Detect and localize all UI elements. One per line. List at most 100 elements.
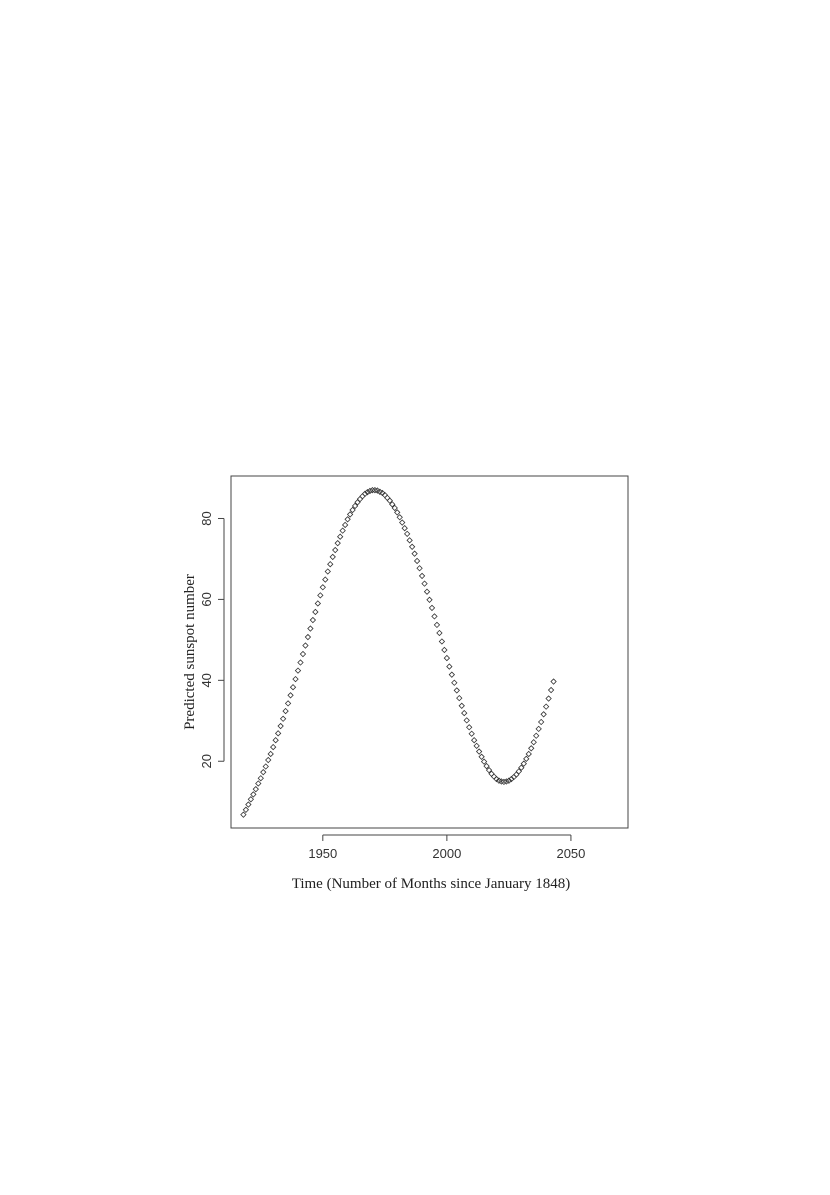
data-point	[297, 659, 304, 666]
y-tick-label: 60	[199, 592, 214, 606]
data-point	[349, 506, 356, 514]
data-point	[446, 663, 453, 670]
data-point	[242, 806, 250, 813]
data-point	[364, 489, 371, 496]
data-point	[458, 702, 465, 709]
data-point	[252, 785, 259, 793]
data-point	[426, 596, 433, 603]
data-point	[309, 616, 317, 624]
data-point	[287, 692, 294, 699]
data-point	[337, 533, 344, 540]
data-point	[463, 717, 470, 724]
data-point	[416, 565, 423, 572]
data-point	[547, 686, 555, 694]
data-point	[284, 700, 292, 707]
data-point	[528, 745, 535, 752]
y-tick-label: 80	[199, 511, 214, 525]
data-point	[523, 755, 530, 762]
data-point	[361, 490, 369, 497]
data-point	[461, 709, 468, 717]
data-point	[520, 760, 527, 767]
data-point	[411, 550, 418, 557]
data-point	[247, 796, 255, 803]
data-point	[334, 539, 341, 547]
data-point	[366, 487, 374, 495]
data-point	[518, 764, 525, 771]
data-point	[396, 514, 403, 521]
data-point	[399, 519, 406, 526]
x-tick-label: 2050	[556, 846, 585, 861]
data-point	[408, 543, 416, 550]
data-points	[240, 486, 557, 818]
data-point	[302, 642, 309, 649]
data-point	[451, 679, 458, 686]
data-point	[240, 811, 247, 818]
data-point	[505, 777, 513, 784]
data-point	[470, 737, 478, 744]
data-point	[292, 675, 299, 683]
data-point	[272, 737, 279, 744]
data-point	[530, 739, 537, 746]
data-point	[533, 732, 540, 739]
y-axis: 20 40 60 80	[199, 511, 225, 768]
data-point	[322, 576, 329, 583]
data-point	[294, 667, 302, 674]
data-point	[279, 715, 287, 722]
data-point	[265, 756, 272, 764]
data-point	[277, 722, 284, 730]
data-point	[535, 725, 542, 733]
data-point	[329, 553, 336, 561]
data-point	[255, 780, 262, 787]
data-point	[267, 750, 274, 758]
data-point	[441, 646, 448, 654]
y-tick-label: 20	[199, 754, 214, 768]
data-point	[423, 588, 431, 595]
data-point	[428, 604, 436, 612]
x-axis: 1950 2000 2050	[308, 834, 585, 861]
data-point	[508, 775, 515, 783]
data-point	[324, 568, 331, 575]
data-point	[369, 486, 376, 494]
data-point	[401, 525, 408, 532]
data-point	[413, 557, 421, 565]
data-point	[431, 613, 438, 620]
data-point	[304, 633, 312, 641]
data-point	[371, 486, 379, 494]
data-point	[456, 694, 463, 702]
plot-frame	[230, 475, 629, 829]
data-point	[386, 497, 393, 504]
data-point	[344, 516, 351, 523]
data-point	[448, 671, 455, 678]
data-point	[270, 743, 277, 751]
data-point	[480, 758, 488, 765]
data-point	[394, 509, 401, 516]
data-point	[515, 768, 522, 775]
data-point	[443, 654, 451, 662]
data-point	[341, 521, 349, 529]
data-point	[525, 750, 532, 758]
x-tick-label: 1950	[308, 846, 337, 861]
data-point	[332, 546, 339, 554]
data-point	[257, 775, 264, 782]
data-point	[250, 791, 257, 798]
data-point	[289, 684, 297, 691]
data-point	[498, 778, 505, 785]
data-point	[307, 625, 314, 632]
x-axis-label: Time (Number of Months since January 184…	[292, 876, 571, 892]
y-axis-label: Predicted sunspot number	[182, 574, 198, 730]
data-point	[319, 584, 326, 591]
data-point	[404, 530, 411, 538]
data-point	[312, 608, 319, 616]
data-point	[468, 730, 475, 737]
data-point	[537, 718, 545, 726]
x-tick-label: 2000	[432, 846, 461, 861]
data-point	[500, 778, 508, 786]
data-point	[540, 711, 547, 718]
data-point	[351, 502, 359, 510]
data-point	[485, 766, 493, 774]
data-point	[503, 778, 510, 785]
data-point	[493, 775, 500, 783]
data-point	[406, 537, 413, 544]
data-point	[545, 695, 552, 702]
